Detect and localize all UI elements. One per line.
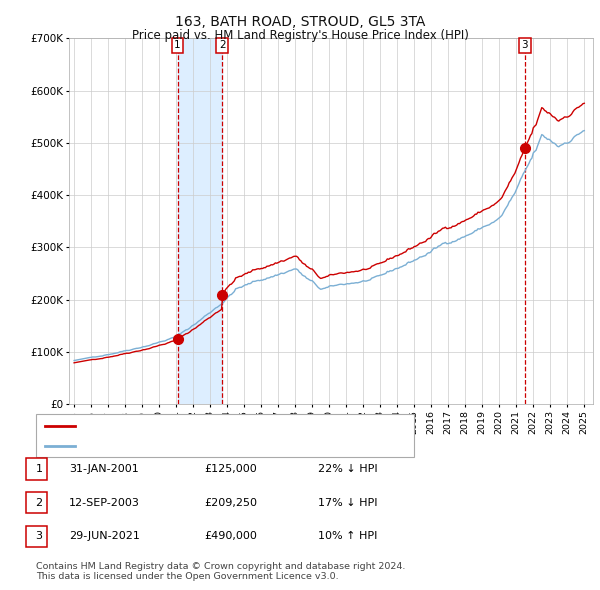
Text: 1: 1 xyxy=(35,464,43,474)
Text: 3: 3 xyxy=(35,532,43,541)
Text: 17% ↓ HPI: 17% ↓ HPI xyxy=(318,498,377,507)
Text: 31-JAN-2001: 31-JAN-2001 xyxy=(69,464,139,474)
Text: 163, BATH ROAD, STROUD, GL5 3TA: 163, BATH ROAD, STROUD, GL5 3TA xyxy=(175,15,425,29)
Text: £125,000: £125,000 xyxy=(204,464,257,474)
Text: 12-SEP-2003: 12-SEP-2003 xyxy=(69,498,140,507)
Text: 29-JUN-2021: 29-JUN-2021 xyxy=(69,532,140,541)
Text: £209,250: £209,250 xyxy=(204,498,257,507)
Text: Contains HM Land Registry data © Crown copyright and database right 2024.
This d: Contains HM Land Registry data © Crown c… xyxy=(36,562,406,581)
Bar xyxy=(178,38,222,404)
Text: 2: 2 xyxy=(219,40,226,50)
Text: Price paid vs. HM Land Registry's House Price Index (HPI): Price paid vs. HM Land Registry's House … xyxy=(131,30,469,42)
Text: 3: 3 xyxy=(521,40,528,50)
Text: 1: 1 xyxy=(174,40,181,50)
Text: HPI: Average price, detached house, Stroud: HPI: Average price, detached house, Stro… xyxy=(79,441,307,451)
Text: 163, BATH ROAD, STROUD, GL5 3TA (detached house): 163, BATH ROAD, STROUD, GL5 3TA (detache… xyxy=(79,421,362,431)
Text: 2: 2 xyxy=(35,498,43,507)
Text: 22% ↓ HPI: 22% ↓ HPI xyxy=(318,464,377,474)
Text: £490,000: £490,000 xyxy=(204,532,257,541)
Text: 10% ↑ HPI: 10% ↑ HPI xyxy=(318,532,377,541)
